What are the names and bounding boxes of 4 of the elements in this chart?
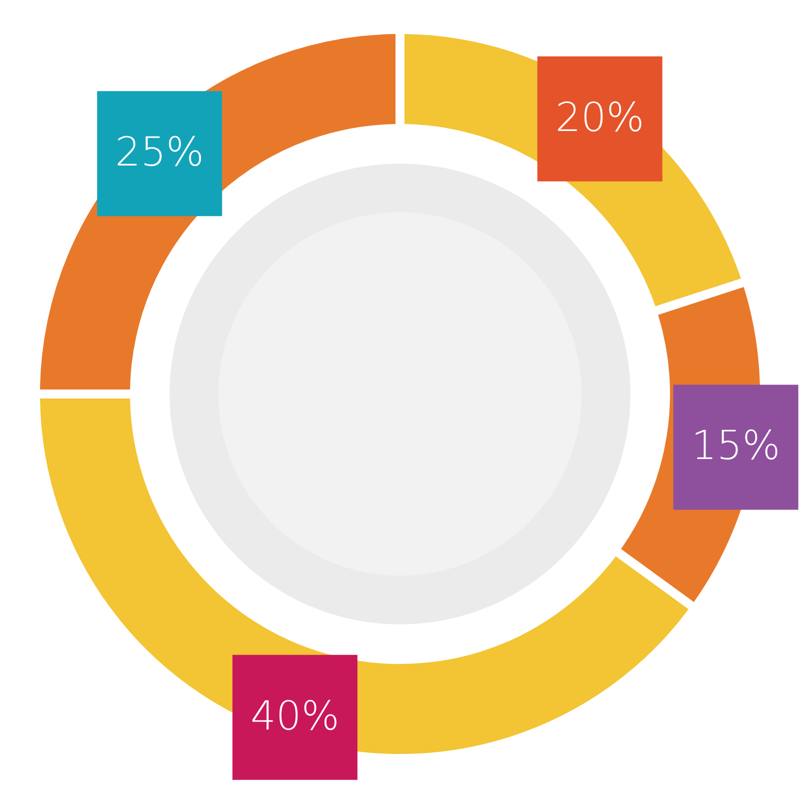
- data-label: 40%: [250, 693, 340, 740]
- data-label: 25%: [115, 130, 204, 176]
- data-label: 20%: [555, 94, 644, 141]
- data-label: 15%: [691, 423, 780, 470]
